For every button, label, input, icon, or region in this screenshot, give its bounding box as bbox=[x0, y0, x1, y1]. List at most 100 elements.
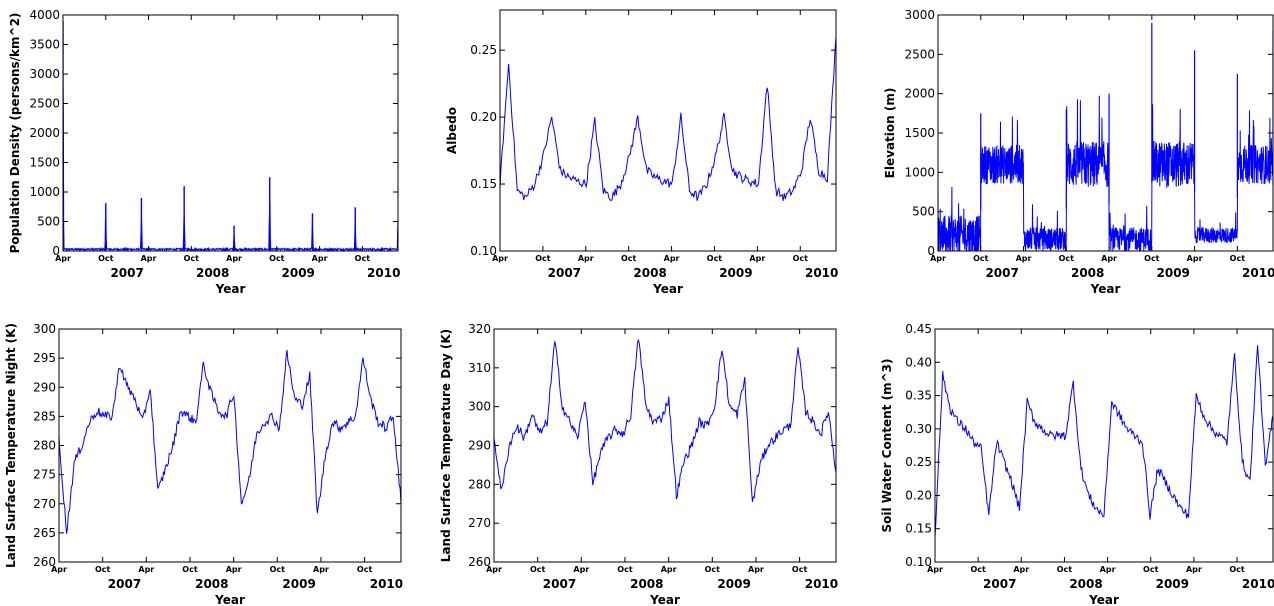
y-tick-label: 265 bbox=[33, 526, 56, 540]
data-line bbox=[494, 338, 836, 502]
month-tick-label: Oct bbox=[270, 565, 286, 574]
y-tick-label: 0.25 bbox=[905, 455, 932, 469]
month-tick-label: Oct bbox=[1143, 565, 1159, 574]
y-tick-label: 260 bbox=[468, 555, 491, 569]
year-label: 2008 bbox=[1071, 266, 1104, 280]
year-label: 2007 bbox=[548, 266, 581, 280]
y-tick-label: 0.10 bbox=[905, 555, 932, 569]
year-label: 2010 bbox=[1242, 577, 1274, 591]
plot-frame bbox=[499, 9, 837, 252]
month-tick-label: Apr bbox=[578, 254, 594, 263]
month-tick-label: Oct bbox=[1230, 254, 1246, 263]
y-tick-label: 0.35 bbox=[905, 389, 932, 403]
year-label: 2007 bbox=[110, 266, 143, 280]
y-tick-label: 0.15 bbox=[905, 522, 932, 536]
month-tick-label: Oct bbox=[357, 565, 373, 574]
year-label: 2008 bbox=[630, 577, 663, 591]
x-axis-label: Year bbox=[215, 282, 246, 296]
x-axis-label: Year bbox=[214, 593, 245, 606]
chart-panel-2: 0.10 0.15 0.20 0.25 Apr Oct Apr Oct Apr Oct Apr Oct… bbox=[445, 9, 838, 296]
year-label: 2009 bbox=[1157, 266, 1190, 280]
month-tick-label: Apr bbox=[313, 565, 329, 574]
y-axis-label: Population Density (persons/km^2) bbox=[8, 13, 22, 254]
y-tick-label: 290 bbox=[468, 439, 491, 453]
month-tick-label: Apr bbox=[226, 565, 242, 574]
chart-panel-3: 0 500 1000 1500 2000 2500 3000 Apr Oct Apr Oct Apr O… bbox=[883, 8, 1274, 296]
year-label: 2007 bbox=[985, 266, 1018, 280]
month-tick-label: Oct bbox=[707, 254, 723, 263]
month-tick-label: Apr bbox=[486, 565, 502, 574]
y-axis-label: Albedo bbox=[445, 107, 459, 154]
plot-frame bbox=[58, 328, 402, 563]
year-label: 2010 bbox=[805, 577, 838, 591]
y-axis-label: Elevation (m) bbox=[883, 88, 897, 179]
chart-panel-1: 0 500 1000 1500 2000 2500 3000 3500 4000 Apr Oct Ap… bbox=[8, 8, 400, 296]
month-tick-label: Apr bbox=[927, 565, 943, 574]
y-tick-label: 2000 bbox=[29, 126, 60, 140]
x-axis-label: Year bbox=[1088, 593, 1119, 606]
month-tick-label: Apr bbox=[930, 254, 946, 263]
year-label: 2009 bbox=[717, 577, 750, 591]
series-area bbox=[59, 349, 401, 534]
y-tick-label: 280 bbox=[33, 439, 56, 453]
month-tick-label: Apr bbox=[138, 565, 154, 574]
year-label: 2009 bbox=[719, 266, 752, 280]
y-tick-label: 300 bbox=[468, 400, 491, 414]
y-tick-label: 3000 bbox=[904, 8, 935, 22]
y-tick-label: 0.10 bbox=[470, 244, 497, 258]
series-area bbox=[935, 345, 1273, 538]
y-tick-label: 310 bbox=[468, 361, 491, 375]
y-tick-label: 260 bbox=[33, 555, 56, 569]
y-tick-label: 0.30 bbox=[905, 422, 932, 436]
month-tick-label: Oct bbox=[1229, 565, 1245, 574]
year-label: 2009 bbox=[1156, 577, 1189, 591]
year-label: 2008 bbox=[1069, 577, 1102, 591]
month-tick-label: Oct bbox=[621, 254, 637, 263]
month-tick-label: Apr bbox=[1187, 254, 1203, 263]
month-tick-label: Oct bbox=[95, 565, 111, 574]
month-tick-label: Oct bbox=[182, 565, 198, 574]
x-axis-label: Year bbox=[652, 282, 683, 296]
month-tick-label: Oct bbox=[973, 254, 989, 263]
month-tick-label: Oct bbox=[793, 254, 809, 263]
y-tick-label: 295 bbox=[33, 351, 56, 365]
month-tick-label: Apr bbox=[492, 254, 508, 263]
month-tick-label: Apr bbox=[1016, 254, 1032, 263]
month-tick-label: Apr bbox=[55, 254, 71, 263]
year-label: 2007 bbox=[108, 577, 141, 591]
y-axis-label: Land Surface Temperature Night (K) bbox=[4, 323, 18, 568]
year-label: 2007 bbox=[983, 577, 1016, 591]
data-line bbox=[500, 36, 836, 202]
month-tick-label: Oct bbox=[535, 254, 551, 263]
month-tick-label: Oct bbox=[184, 254, 200, 263]
y-tick-label: 2500 bbox=[29, 97, 60, 111]
month-tick-label: Oct bbox=[792, 565, 808, 574]
y-tick-label: 0.20 bbox=[470, 110, 497, 124]
month-tick-label: Apr bbox=[748, 565, 764, 574]
plot-frame bbox=[937, 14, 1274, 252]
data-line bbox=[63, 84, 398, 251]
year-label: 2010 bbox=[805, 266, 838, 280]
data-line bbox=[59, 349, 401, 534]
month-tick-label: Apr bbox=[573, 565, 589, 574]
month-tick-label: Apr bbox=[141, 254, 157, 263]
x-axis-label: Year bbox=[1090, 282, 1121, 296]
year-label: 2008 bbox=[196, 266, 229, 280]
series-area bbox=[500, 36, 836, 202]
y-tick-label: 275 bbox=[33, 468, 56, 482]
month-tick-label: Apr bbox=[51, 565, 67, 574]
month-tick-label: Apr bbox=[661, 565, 677, 574]
y-axis-label: Land Surface Temperature Day (K) bbox=[439, 329, 453, 562]
month-tick-label: Oct bbox=[98, 254, 114, 263]
month-tick-label: Apr bbox=[1101, 254, 1117, 263]
year-label: 2009 bbox=[282, 577, 315, 591]
y-tick-label: 500 bbox=[37, 215, 60, 229]
year-label: 2010 bbox=[370, 577, 403, 591]
month-tick-label: Oct bbox=[355, 254, 371, 263]
series-area bbox=[63, 20, 398, 251]
y-tick-label: 2500 bbox=[904, 47, 935, 61]
year-label: 2008 bbox=[195, 577, 228, 591]
year-label: 2010 bbox=[1242, 266, 1274, 280]
y-tick-label: 320 bbox=[468, 322, 491, 336]
